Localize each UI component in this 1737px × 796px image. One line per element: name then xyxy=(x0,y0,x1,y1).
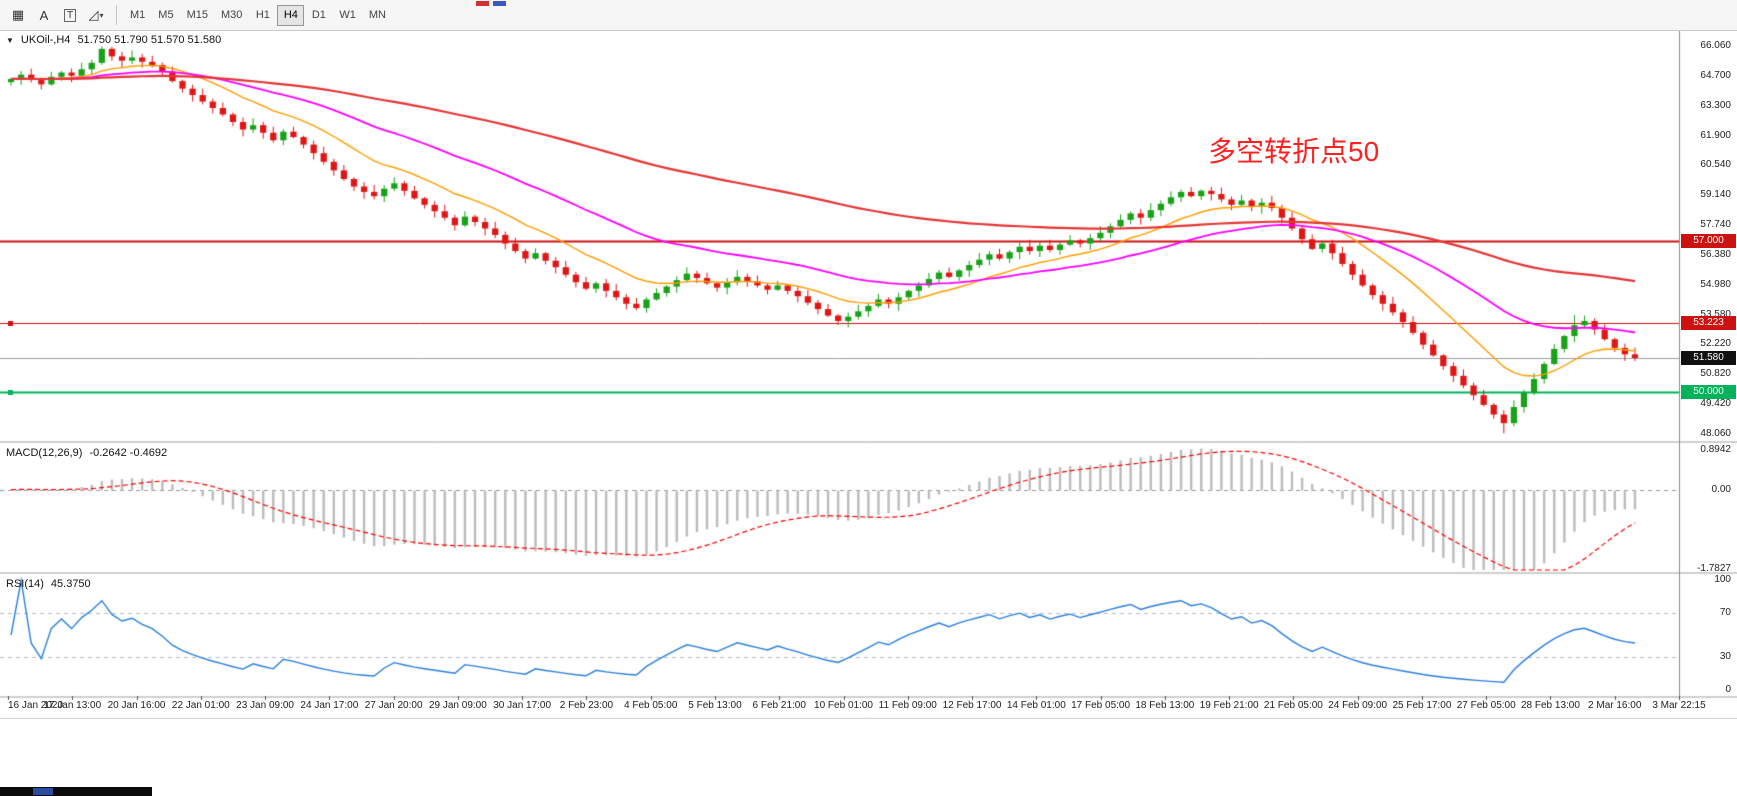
timeframe-m1-button[interactable]: M1 xyxy=(130,9,146,21)
time-axis-label: 28 Feb 13:00 xyxy=(1520,700,1580,711)
time-axis-label: 22 Jan 01:00 xyxy=(171,700,230,711)
timeframe-w1-button[interactable]: W1 xyxy=(339,9,356,21)
time-axis[interactable]: 16 Jan 2020 17 Jan 13:00 20 Jan 16:00 22 Ja… xyxy=(0,700,1737,718)
time-axis-label: 16 Jan 2020 xyxy=(8,700,64,711)
taskbar-blue-icon xyxy=(33,788,53,795)
time-axis-label: 20 Jan 16:00 xyxy=(107,700,166,711)
timeframe-d1-button[interactable]: D1 xyxy=(311,9,326,21)
shapes-icon: ◿ xyxy=(88,7,99,22)
text-icon: T xyxy=(63,8,77,22)
chart-annotation-text[interactable]: 多空转折点50 xyxy=(1208,136,1380,167)
time-axis-label: 17 Feb 05:00 xyxy=(1071,700,1131,711)
chart-window: ▼ UKOil-,H4 51.750 51.790 51.570 51.580 … xyxy=(0,31,1737,719)
taskbar-black-segment xyxy=(0,787,152,796)
timeframe-h4-button[interactable]: H4 xyxy=(277,4,305,26)
time-axis-label: 14 Feb 01:00 xyxy=(1006,700,1066,711)
time-axis-label: 5 Feb 13:00 xyxy=(688,700,742,711)
hline-50-price-tag: 50.000 xyxy=(1681,384,1736,399)
timeframe-h1-button[interactable]: H1 xyxy=(255,9,270,21)
time-axis-label: 10 Feb 01:00 xyxy=(814,700,873,711)
time-axis-label: 23 Jan 09:00 xyxy=(236,700,294,711)
current-price-tag: 51.580 xyxy=(1681,350,1736,365)
chart-grid-tool-button[interactable]: ▦ xyxy=(5,3,31,27)
timeframe-m15-button[interactable]: M15 xyxy=(186,9,208,21)
time-axis-label: 3 Mar 22:15 xyxy=(1652,700,1706,711)
hline-57-price-tag: 57.000 xyxy=(1681,234,1736,249)
time-axis-label: 2 Feb 23:00 xyxy=(559,700,614,711)
chevron-down-icon: ▾ xyxy=(99,10,104,20)
chart-grid-icon: ▦ xyxy=(11,7,25,22)
time-axis-label: 25 Feb 17:00 xyxy=(1392,700,1452,711)
time-axis-label: 29 Jan 09:00 xyxy=(428,700,487,711)
font-icon: A xyxy=(39,7,49,23)
time-axis-label: 27 Jan 20:00 xyxy=(364,700,423,711)
fragment-blue xyxy=(493,1,506,6)
time-axis-label: 24 Feb 09:00 xyxy=(1328,700,1388,711)
time-axis-label: 18 Feb 13:00 xyxy=(1135,700,1195,711)
time-axis-label: 21 Feb 05:00 xyxy=(1263,700,1323,711)
time-axis-label: 19 Feb 21:00 xyxy=(1199,700,1259,711)
timeframe-mn-button[interactable]: MN xyxy=(368,9,386,21)
hline-53223-price-tag: 53.223 xyxy=(1681,315,1736,330)
time-axis-label: 17 Jan 13:00 xyxy=(43,700,102,711)
time-axis-label: 30 Jan 17:00 xyxy=(493,700,552,711)
font-tool-button[interactable]: A xyxy=(31,3,57,27)
shapes-tool-button[interactable]: ◿ ▾ xyxy=(83,3,109,27)
time-axis-label: 24 Jan 17:00 xyxy=(300,700,359,711)
time-axis-label: 27 Feb 05:00 xyxy=(1456,700,1516,711)
toolbar-divider xyxy=(116,5,117,25)
time-axis-label: 11 Feb 09:00 xyxy=(878,700,937,711)
time-axis-label: 12 Feb 17:00 xyxy=(942,700,1002,711)
timeframe-m30-button[interactable]: M30 xyxy=(220,9,243,21)
toolbar: ▦ A T ◿ ▾ M1 M5 M15 M30 H1 H4 D1 W1 MN xyxy=(0,0,1737,31)
taskbar-fragment xyxy=(0,787,1737,796)
timeframe-m5-button[interactable]: M5 xyxy=(158,9,174,21)
timeframe-bar: M1 M5 M15 M30 H1 H4 D1 W1 MN xyxy=(124,4,392,26)
time-axis-label: 4 Feb 05:00 xyxy=(624,700,678,711)
time-axis-label: 6 Feb 21:00 xyxy=(752,700,806,711)
fragment-red xyxy=(476,1,489,6)
time-axis-label: 2 Mar 16:00 xyxy=(1588,700,1642,711)
text-tool-button[interactable]: T xyxy=(57,3,83,27)
background-window-fragment xyxy=(476,1,506,7)
chart-canvas[interactable] xyxy=(0,31,1737,719)
